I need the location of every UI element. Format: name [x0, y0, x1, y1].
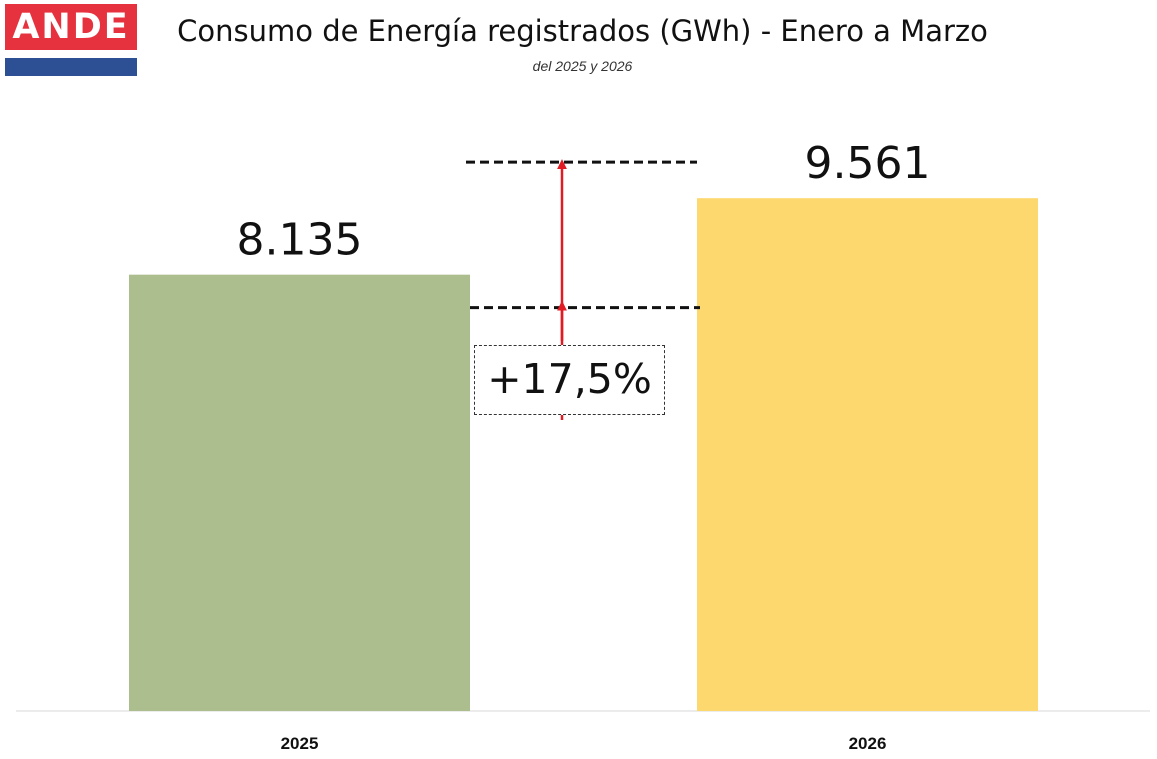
logo-blue-stripe — [5, 58, 137, 76]
value-label-2026: 9.561 — [805, 138, 931, 189]
value-label-2025: 8.135 — [237, 215, 363, 266]
chart-subtitle: del 2025 y 2026 — [532, 58, 633, 74]
ande-logo: ANDE — [5, 4, 137, 76]
chart-title: Consumo de Energía registrados (GWh) - E… — [177, 14, 988, 48]
bar-2025 — [129, 274, 470, 711]
bar-2026 — [697, 198, 1038, 711]
tick-label-2026: 2026 — [849, 734, 887, 753]
tick-label-2025: 2025 — [281, 734, 319, 753]
percent-change-label: +17,5% — [474, 345, 665, 415]
logo-text: ANDE — [5, 4, 137, 50]
